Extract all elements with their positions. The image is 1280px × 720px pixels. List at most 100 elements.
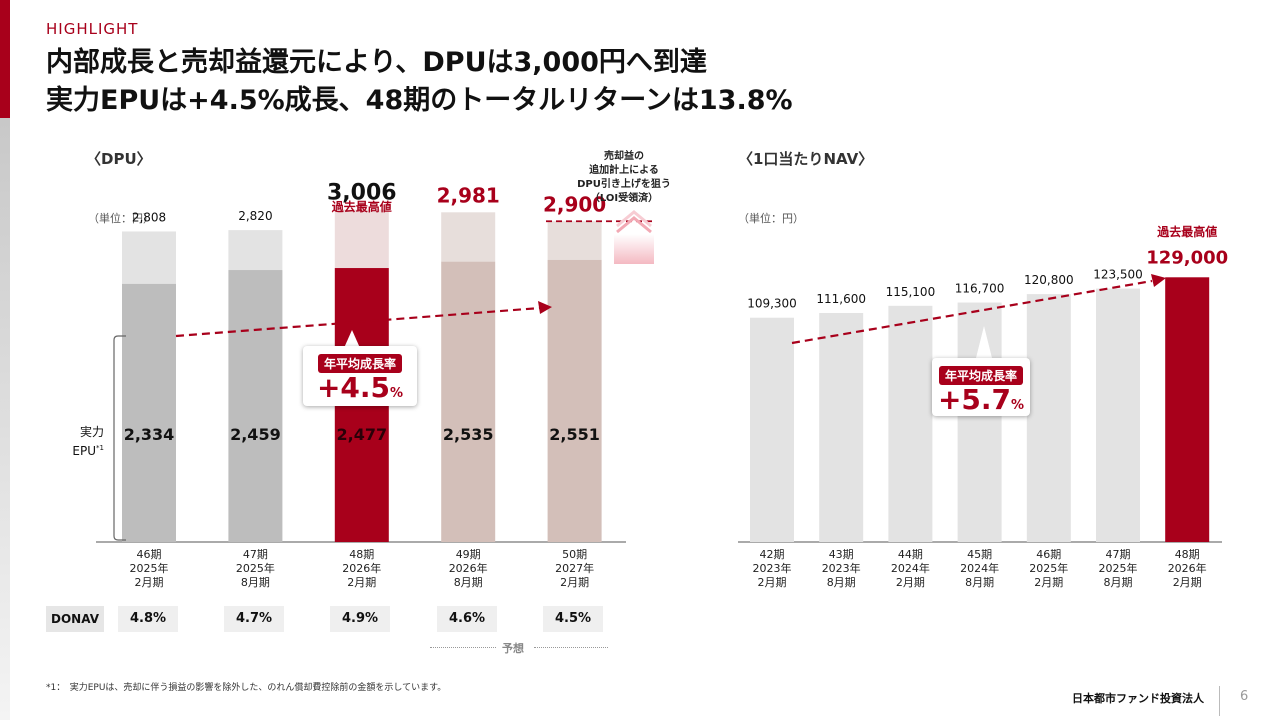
nav-category-label: 46期 xyxy=(1036,548,1061,561)
dpu-unit-label: （単位：円） xyxy=(88,212,154,225)
dpu-category-label: 2025年 xyxy=(236,561,275,575)
nav-bar xyxy=(750,317,794,542)
epu-bracket xyxy=(113,335,126,541)
nav-bar xyxy=(819,312,864,542)
dpu-bar xyxy=(547,221,602,260)
cagr-label: 年平均成長率 xyxy=(317,354,402,373)
nav-category-label: 8月期 xyxy=(827,576,856,589)
dpu-upside-chevron xyxy=(616,210,652,228)
epu-label-line2: EPU*1 xyxy=(72,444,104,458)
epu-value-label: 2,334 xyxy=(124,425,175,444)
nav-record-label: 過去最高値 xyxy=(1156,224,1217,239)
nav-category-label: 2025年 xyxy=(1099,561,1138,575)
dpu-value-label: 2,900 xyxy=(543,192,606,216)
nav-category-label: 2024年 xyxy=(891,561,930,575)
dpu-upside-chevron xyxy=(616,216,652,234)
epu-value-label: 2,535 xyxy=(443,425,494,444)
dpu-category-label: 2026年 xyxy=(449,561,488,575)
donav-value: 4.9% xyxy=(330,606,390,632)
epu-bar xyxy=(441,261,496,542)
nav-category-label: 8月期 xyxy=(965,576,994,589)
dpu-cagr-callout: 年平均成長率 +4.5% xyxy=(303,346,417,406)
nav-unit-label: （単位：円） xyxy=(738,212,804,225)
nav-category-label: 2月期 xyxy=(758,576,787,589)
dpu-trend-arrowhead xyxy=(538,301,552,314)
donav-value: 4.5% xyxy=(543,606,603,632)
epu-bar xyxy=(228,270,283,542)
dpu-category-label: 2月期 xyxy=(560,576,589,589)
nav-cagr-callout: 年平均成長率 +5.7% xyxy=(932,358,1030,416)
nav-bar xyxy=(888,305,933,542)
dpu-bar xyxy=(441,212,496,262)
donav-value: 4.7% xyxy=(224,606,284,632)
dpu-bar xyxy=(228,230,283,271)
dpu-category-label: 2026年 xyxy=(342,561,381,575)
nav-bar xyxy=(1165,277,1210,542)
dpu-category-label: 2025年 xyxy=(130,561,169,575)
nav-category-label: 2月期 xyxy=(1173,576,1202,589)
nav-value-label: 123,500 xyxy=(1093,268,1143,282)
epu-bar xyxy=(547,259,602,542)
donav-value: 4.6% xyxy=(437,606,497,632)
dpu-cagr-pointer xyxy=(344,330,360,348)
note-line: 追加計上による xyxy=(589,165,659,176)
section-kicker: HIGHLIGHT xyxy=(46,20,139,38)
nav-category-label: 45期 xyxy=(967,548,992,561)
nav-category-label: 44期 xyxy=(898,548,923,561)
nav-cagr-pointer xyxy=(976,326,992,358)
company-name: 日本都市ファンド投資法人 xyxy=(1072,692,1204,705)
nav-category-label: 2025年 xyxy=(1029,561,1068,575)
nav-bar xyxy=(1096,288,1140,542)
footer-divider xyxy=(1219,686,1220,716)
dpu-category-label: 49期 xyxy=(456,548,481,561)
dpu-bar xyxy=(122,231,176,284)
nav-bar xyxy=(1026,294,1071,542)
forecast-dots-left xyxy=(430,647,496,648)
side-decor-bar xyxy=(0,118,10,720)
dpu-category-label: 47期 xyxy=(243,548,268,561)
page-number: 6 xyxy=(1240,689,1249,704)
forecast-label: 予想 xyxy=(502,642,524,655)
dpu-value-label: 2,820 xyxy=(238,209,272,223)
nav-trend-arrowhead xyxy=(1151,274,1166,287)
epu-value-label: 2,477 xyxy=(336,425,387,444)
dpu-record-label: 過去最高値 xyxy=(331,199,392,214)
side-accent-bar xyxy=(0,0,10,118)
cagr-label: 年平均成長率 xyxy=(938,366,1023,385)
dpu-category-label: 8月期 xyxy=(454,576,483,589)
dpu-trend-line xyxy=(175,306,541,338)
epu-bar xyxy=(122,283,176,542)
forecast-marker: 予想 xyxy=(430,640,608,655)
dpu-value-label: 2,981 xyxy=(437,183,500,207)
page-title: 内部成長と売却益還元により、DPUは3,000円へ到達 実力EPUは+4.5%成… xyxy=(46,44,793,120)
nav-category-label: 43期 xyxy=(829,548,854,561)
dpu-bar xyxy=(334,209,389,269)
note-line: （LOI受領済） xyxy=(589,193,659,204)
footnote: *1： 実力EPUは、売却に伴う損益の影響を除外した、のれん償却費控除前の金額を… xyxy=(46,683,447,693)
nav-value-label: 120,800 xyxy=(1024,273,1074,287)
nav-value-label: 109,300 xyxy=(747,297,797,311)
dpu-category-label: 2月期 xyxy=(347,576,376,589)
nav-category-label: 2026年 xyxy=(1168,561,1207,575)
nav-trend-line xyxy=(791,279,1153,345)
nav-category-label: 8月期 xyxy=(1104,576,1133,589)
dpu-category-label: 46期 xyxy=(137,548,162,561)
note-line: 売却益の xyxy=(604,151,644,162)
nav-category-label: 2023年 xyxy=(753,561,792,575)
cagr-value: +5.7% xyxy=(937,383,1025,416)
nav-value-label: 116,700 xyxy=(955,282,1005,296)
nav-value-label: 111,600 xyxy=(816,292,866,306)
donav-label: DONAV xyxy=(46,606,104,632)
dpu-category-label: 2027年 xyxy=(555,561,594,575)
nav-bar xyxy=(957,302,1002,542)
epu-label-line1: 実力 xyxy=(79,425,104,439)
epu-axis-label: 実力 EPU*1 xyxy=(60,424,104,459)
epu-value-label: 2,551 xyxy=(549,425,600,444)
nav-category-label: 2月期 xyxy=(1034,576,1063,589)
dpu-category-label: 8月期 xyxy=(241,576,270,589)
dpu-value-label: 3,006 xyxy=(327,181,397,206)
nav-category-label: 48期 xyxy=(1175,548,1200,561)
nav-category-label: 42期 xyxy=(760,548,785,561)
note-line: DPU引き上げを狙う xyxy=(577,179,671,190)
